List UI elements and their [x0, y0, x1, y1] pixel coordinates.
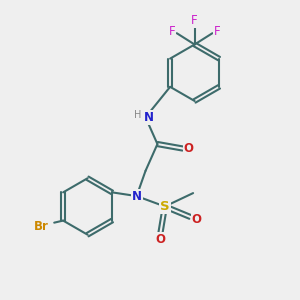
Text: O: O	[155, 233, 165, 246]
Text: N: N	[132, 190, 142, 202]
Text: H: H	[134, 110, 141, 120]
Text: F: F	[168, 25, 175, 38]
Text: O: O	[184, 142, 194, 155]
Text: F: F	[214, 25, 221, 38]
Text: F: F	[191, 14, 198, 27]
Text: N: N	[143, 111, 154, 124]
Text: O: O	[192, 213, 202, 226]
Text: S: S	[160, 200, 170, 213]
Text: Br: Br	[34, 220, 49, 233]
